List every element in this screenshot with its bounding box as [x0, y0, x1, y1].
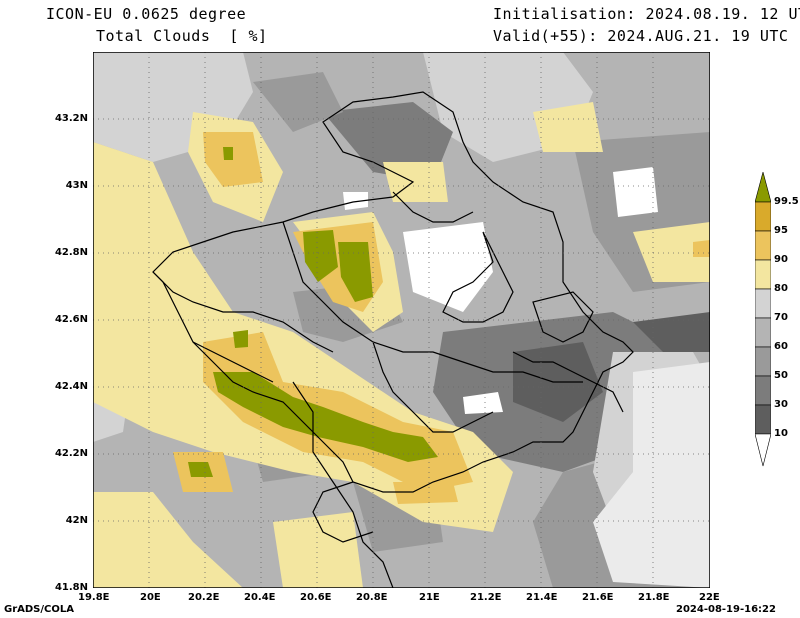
colorbar-label: 90	[774, 254, 788, 265]
colorbar-label: 95	[774, 225, 788, 236]
colorbar-label: 10	[774, 428, 788, 439]
x-tick-label: 22E	[699, 592, 720, 603]
colorbar-label: 70	[774, 312, 788, 323]
x-tick-label: 20.2E	[188, 592, 220, 603]
x-tick-label: 21E	[419, 592, 440, 603]
colorbar-label: 80	[774, 283, 788, 294]
y-tick-label: 42.4N	[54, 381, 88, 392]
y-tick-label: 43.2N	[54, 113, 88, 124]
x-tick-label: 21.2E	[470, 592, 502, 603]
colorbar-label: 99.5	[774, 196, 799, 207]
x-tick-label: 21.4E	[526, 592, 558, 603]
colorbar-label: 30	[774, 399, 788, 410]
x-tick-label: 20.4E	[244, 592, 276, 603]
x-tick-label: 19.8E	[78, 592, 110, 603]
init-time: Initialisation: 2024.08.19. 12 UTC	[493, 5, 800, 23]
y-tick-label: 42.8N	[54, 247, 88, 258]
country-borders	[152, 91, 634, 588]
colorbar-label: 50	[774, 370, 788, 381]
model-title: ICON-EU 0.0625 degree	[46, 5, 247, 23]
cloud-cover-map	[93, 52, 710, 588]
footer-credit: GrADS/COLA	[4, 604, 74, 615]
x-tick-label: 20.6E	[300, 592, 332, 603]
x-tick-label: 21.8E	[638, 592, 670, 603]
y-tick-label: 42N	[65, 515, 88, 526]
cloud-field-clear	[118, 167, 710, 588]
y-tick-label: 42.6N	[54, 314, 88, 325]
colorbar-top-triangle	[755, 172, 771, 203]
y-tick-label: 43N	[65, 180, 88, 191]
valid-time: Valid(+55): 2024.AUG.21. 19 UTC	[493, 27, 789, 45]
x-tick-label: 20.8E	[356, 592, 388, 603]
y-tick-label: 41.8N	[54, 582, 88, 593]
footer-timestamp: 2024-08-19-16:22	[676, 604, 776, 615]
colorbar	[755, 172, 771, 467]
cloud-field-olive	[188, 147, 438, 477]
colorbar-label: 60	[774, 341, 788, 352]
colorbar-bottom-triangle	[755, 433, 771, 467]
y-tick-label: 42.2N	[54, 448, 88, 459]
x-tick-label: 21.6E	[582, 592, 614, 603]
x-tick-label: 20E	[140, 592, 161, 603]
field-title: Total Clouds [ %]	[96, 27, 268, 45]
